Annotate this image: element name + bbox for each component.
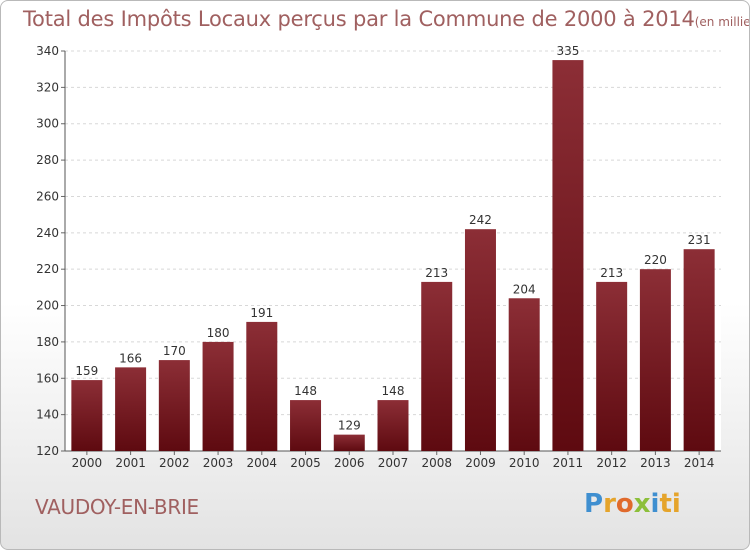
chart-title: Total des Impôts Locaux perçus par la Co… xyxy=(23,7,750,31)
x-tick-label: 2010 xyxy=(509,456,540,470)
bar xyxy=(246,321,278,451)
y-tick-label: 300 xyxy=(36,117,59,131)
bar xyxy=(421,281,453,451)
x-tick-label: 2014 xyxy=(684,456,715,470)
y-tick-label: 180 xyxy=(36,335,59,349)
bar-value-label: 242 xyxy=(469,213,492,227)
bar-value-label: 148 xyxy=(294,384,317,398)
x-tick-label: 2009 xyxy=(465,456,496,470)
y-tick-label: 280 xyxy=(36,153,59,167)
y-tick-label: 220 xyxy=(36,262,59,276)
bar-value-label: 180 xyxy=(207,326,230,340)
commune-name: VAUDOY-EN-BRIE xyxy=(35,495,199,519)
bar-value-label: 213 xyxy=(600,266,623,280)
bar-value-label: 220 xyxy=(644,253,667,267)
logo-letter: x xyxy=(633,489,651,519)
bar-value-label: 204 xyxy=(513,282,536,296)
bar xyxy=(508,298,540,451)
bar xyxy=(333,434,365,451)
bar-value-label: 170 xyxy=(163,344,186,358)
x-tick-label: 2011 xyxy=(553,456,584,470)
x-tick-label: 2008 xyxy=(421,456,452,470)
bar xyxy=(639,269,671,451)
x-tick-label: 2007 xyxy=(378,456,409,470)
bar xyxy=(596,281,628,451)
logo-letter: P xyxy=(584,489,604,519)
bar-value-label: 129 xyxy=(338,419,361,433)
bar xyxy=(683,249,715,451)
bar xyxy=(202,341,234,451)
y-tick-label: 200 xyxy=(36,299,59,313)
x-tick-label: 2006 xyxy=(334,456,365,470)
bar xyxy=(290,400,322,451)
logo-letter: r xyxy=(603,489,616,519)
bar xyxy=(115,367,147,451)
bar xyxy=(71,380,103,451)
y-tick-label: 120 xyxy=(36,444,59,458)
bar-value-label: 166 xyxy=(119,351,142,365)
logo-letter: ti xyxy=(659,489,681,519)
x-tick-label: 2004 xyxy=(247,456,278,470)
bar-value-label: 159 xyxy=(75,364,98,378)
bar-value-label: 148 xyxy=(382,384,405,398)
bar-value-label: 213 xyxy=(425,266,448,280)
x-tick-label: 2001 xyxy=(115,456,146,470)
y-tick-label: 160 xyxy=(36,371,59,385)
bar xyxy=(552,60,584,451)
x-tick-label: 2002 xyxy=(159,456,190,470)
y-tick-label: 240 xyxy=(36,226,59,240)
bar-value-label: 191 xyxy=(250,306,273,320)
logo-letter: o xyxy=(615,489,634,519)
y-tick-label: 260 xyxy=(36,189,59,203)
bar xyxy=(464,229,496,451)
bar-value-label: 335 xyxy=(556,44,579,58)
bar-value-label: 231 xyxy=(688,233,711,247)
chart-title-main: Total des Impôts Locaux perçus par la Co… xyxy=(23,7,695,31)
x-tick-label: 2003 xyxy=(203,456,234,470)
x-tick-label: 2012 xyxy=(596,456,627,470)
logo-letter: i xyxy=(650,489,660,519)
proxiti-logo: Proxiti xyxy=(584,489,681,519)
bar xyxy=(158,360,190,451)
y-tick-label: 140 xyxy=(36,408,59,422)
chart-title-unit: (en milliers d'€) xyxy=(694,15,750,29)
bar xyxy=(377,400,409,451)
y-tick-label: 320 xyxy=(36,80,59,94)
x-tick-label: 2000 xyxy=(72,456,103,470)
x-tick-label: 2005 xyxy=(290,456,321,470)
y-tick-label: 340 xyxy=(36,44,59,58)
x-tick-label: 2013 xyxy=(640,456,671,470)
